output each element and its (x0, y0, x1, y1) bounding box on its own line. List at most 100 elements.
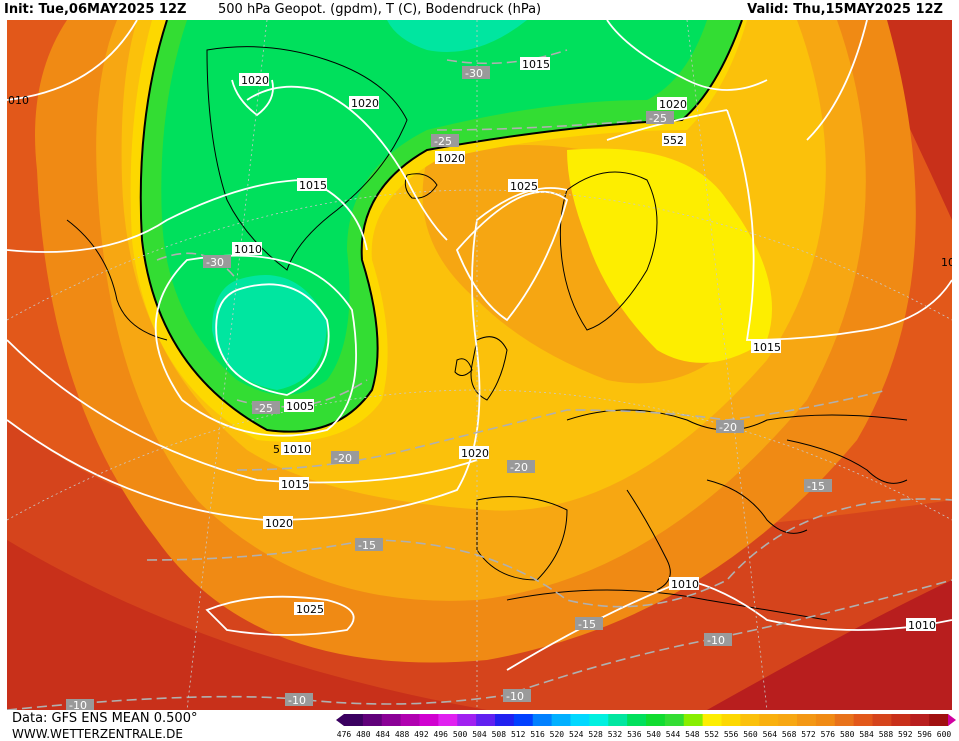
isobar-1020-small (231, 79, 274, 117)
isotherm-label: -10 (69, 699, 87, 710)
label-bg (646, 111, 674, 124)
label-bg (507, 460, 535, 473)
scale-cell (891, 714, 911, 726)
isobar-label: 1010 (234, 243, 262, 256)
isobar-1020-mid (7, 187, 568, 521)
isobar-label: 1015 (522, 58, 550, 71)
isotherm-label: -25 (255, 402, 273, 415)
scale-tick-label: 540 (646, 730, 661, 739)
label-bg (462, 66, 490, 79)
isotherm-label: -30 (206, 256, 224, 269)
scale-tick-label: 576 (820, 730, 836, 739)
label-bg (349, 96, 379, 109)
label-bg (279, 477, 309, 490)
isotherm-minus25-north (436, 119, 648, 131)
isobar-label: 1020 (659, 98, 687, 111)
label-bg (906, 618, 936, 631)
meridian-20e (686, 20, 768, 710)
scale-tick-labels: 476 480 484 488 492 496 500 504 508 512 516 520 524 5… (337, 730, 951, 740)
scale-cell (589, 714, 609, 726)
label-bg (203, 255, 231, 268)
scale-tick-label: 596 (917, 730, 932, 739)
isotherm-label: -10 (288, 694, 306, 707)
scale-tick-label: 600 (936, 730, 952, 739)
label-bg (284, 399, 314, 412)
scale-cell (344, 714, 364, 726)
scale-cell (815, 714, 836, 726)
iberia-coast (476, 496, 568, 581)
label-bg (751, 340, 781, 353)
label-bg (575, 617, 603, 630)
label-bg (669, 577, 699, 590)
label-bg (704, 633, 732, 646)
ireland-coast (454, 358, 473, 376)
isobar-1020-north (246, 85, 448, 241)
color-scale (336, 714, 956, 726)
isobar-1025-high (455, 191, 569, 322)
isobar-1015-east (726, 109, 952, 341)
label-bg (431, 134, 459, 147)
coastlines (66, 46, 908, 621)
scale-cell (551, 714, 571, 726)
band-teal-north (387, 20, 527, 52)
footer-bar: Data: GFS ENS MEAN 0.500° WWW.WETTERZENT… (0, 710, 959, 741)
greenland-coast (206, 46, 408, 271)
isobar-label: 1015 (753, 341, 781, 354)
scale-tick-label: 532 (607, 730, 623, 739)
scale-cell (381, 714, 402, 726)
label-bg (804, 479, 832, 492)
isobar-label: 1010 (283, 443, 311, 456)
init-time: Init: Tue,06MAY2025 12Z (4, 2, 187, 17)
isobar-label: 010 (8, 94, 29, 107)
scandinavia-coast (559, 171, 658, 331)
isobar-1025-south (205, 595, 355, 636)
site-credit: WWW.WETTERZENTRALE.DE (12, 727, 183, 741)
isotherm-label: -15 (358, 539, 376, 552)
label-bg (239, 73, 269, 86)
britain-coast (470, 336, 508, 401)
scale-tick-label: 584 (859, 730, 874, 739)
scale-cell (362, 714, 383, 726)
label-bg (297, 178, 327, 191)
scale-cell (740, 714, 760, 726)
chart-title: 500 hPa Geopot. (gpdm), T (C), Bodendruc… (218, 2, 542, 17)
isotherm-label: -30 (465, 67, 483, 80)
contour-552-label: 552 (663, 134, 684, 147)
label-bg (232, 242, 262, 255)
label-bg (294, 602, 324, 615)
scale-tick-label: 492 (414, 730, 429, 739)
scale-tick-label: 484 (375, 730, 390, 739)
meridian-20w (186, 20, 268, 710)
scale-tick-label: 528 (588, 730, 603, 739)
scale-tick-label: 500 (452, 730, 468, 739)
label-bg (716, 420, 744, 433)
label-bg (285, 693, 313, 706)
isotherm-minus15 (146, 498, 952, 608)
label-bg (281, 442, 311, 455)
isobar-label: 1020 (265, 517, 293, 530)
scale-tick-label: 524 (569, 730, 584, 739)
weather-map[interactable]: 1020 1020 1015 1020 1020 1015 1025 1010 … (7, 20, 952, 710)
isotherm-label: -10 (707, 634, 725, 647)
label-bg (355, 538, 383, 551)
scale-cell (929, 714, 949, 726)
scale-tick-label: 516 (530, 730, 545, 739)
isobar-label: 1020 (241, 74, 269, 87)
label-bg (459, 446, 489, 459)
isobar-label: 1015 (299, 179, 327, 192)
scale-tick-label: 488 (394, 730, 410, 739)
scale-cell (532, 714, 553, 726)
scale-cell (438, 714, 458, 726)
graticule (7, 20, 952, 710)
scale-cell (702, 714, 722, 726)
label-bg (435, 151, 465, 164)
isobar-label: 1025 (296, 603, 324, 616)
label-bg (66, 699, 94, 710)
label-bg (263, 516, 293, 529)
isotherm-label: -20 (510, 461, 528, 474)
scale-cell (759, 714, 779, 726)
scale-tick-label: 556 (723, 730, 739, 739)
isotherm-label: -20 (334, 452, 352, 465)
scale-cell (608, 714, 628, 726)
scale-tick-label: 520 (549, 730, 565, 739)
